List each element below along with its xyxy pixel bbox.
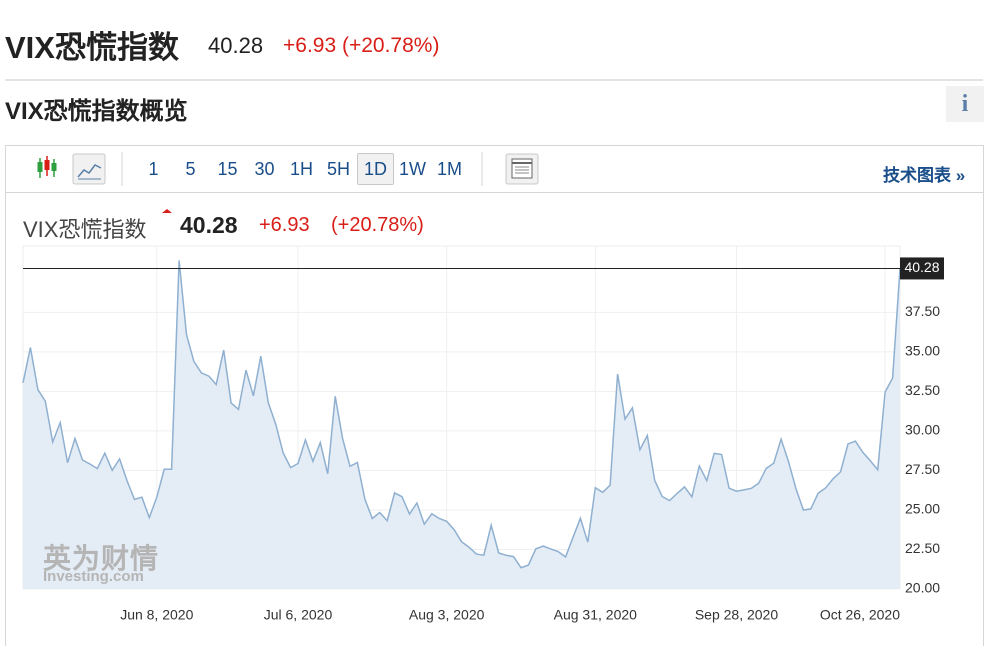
y-tick-label: 25.00	[905, 501, 940, 517]
x-tick-label: Sep 28, 2020	[695, 607, 779, 623]
y-tick-label: 35.00	[905, 343, 940, 359]
watermark: Investing.com	[43, 568, 144, 585]
x-tick-label: Aug 31, 2020	[554, 607, 638, 623]
interval-button[interactable]: 5	[185, 159, 196, 179]
y-tick-label: 30.00	[905, 422, 940, 438]
y-tick-label: 22.50	[905, 540, 940, 556]
legend-icon	[162, 209, 172, 213]
header-change: +6.93 (+20.78%)	[283, 34, 440, 57]
y-tick-label: 20.00	[905, 580, 940, 596]
toolbar-icons-right	[481, 152, 539, 186]
interval-button[interactable]: 1M	[436, 159, 462, 179]
interval-selector: 1 5 15 30 1H 5H 1D 1W 1M	[135, 146, 468, 192]
y-tick-label: 37.50	[905, 303, 940, 319]
interval-button[interactable]: 1	[148, 159, 159, 179]
legend-change: +6.93	[259, 214, 310, 236]
line-chart-button[interactable]	[72, 153, 106, 185]
interval-button[interactable]: 30	[254, 159, 275, 179]
x-tick-label: Jul 6, 2020	[264, 607, 333, 623]
last-value-box	[900, 257, 944, 280]
chart-toolbar	[6, 146, 983, 193]
x-tick-label: Oct 26, 2020	[820, 607, 900, 623]
legend-last: 40.28	[180, 212, 238, 238]
y-tick-label: 27.50	[905, 461, 940, 477]
interval-button[interactable]: 1W	[399, 159, 426, 179]
last-value-label: 40.28	[904, 259, 939, 275]
legend-change-pct: (+20.78%)	[331, 214, 424, 236]
y-tick-label: 32.50	[905, 382, 940, 398]
line	[22, 260, 901, 569]
watermark: 英为财情	[43, 543, 160, 574]
interval-button[interactable]: 1H	[289, 159, 313, 179]
legend-name: VIX恐慌指数	[23, 217, 147, 242]
section-title: VIX恐慌指数概览	[5, 98, 188, 125]
x-tick-label: Aug 3, 2020	[409, 607, 485, 623]
table-view-button[interactable]	[505, 153, 539, 185]
x-tick-label: Jun 8, 2020	[120, 607, 193, 623]
candlestick-button[interactable]	[37, 156, 57, 178]
interval-button[interactable]: 1D	[357, 153, 394, 185]
info-button[interactable]: i	[946, 86, 984, 122]
divider	[5, 79, 983, 81]
interval-button[interactable]: 5H	[326, 159, 350, 179]
area	[23, 260, 900, 589]
interval-button[interactable]: 15	[217, 159, 238, 179]
header-price: 40.28	[208, 33, 264, 58]
page-title: VIX恐慌指数	[5, 30, 179, 65]
toolbar-icons	[37, 152, 123, 186]
tech-chart-link[interactable]: 技术图表 »	[883, 166, 966, 185]
chart-panel	[5, 145, 984, 646]
